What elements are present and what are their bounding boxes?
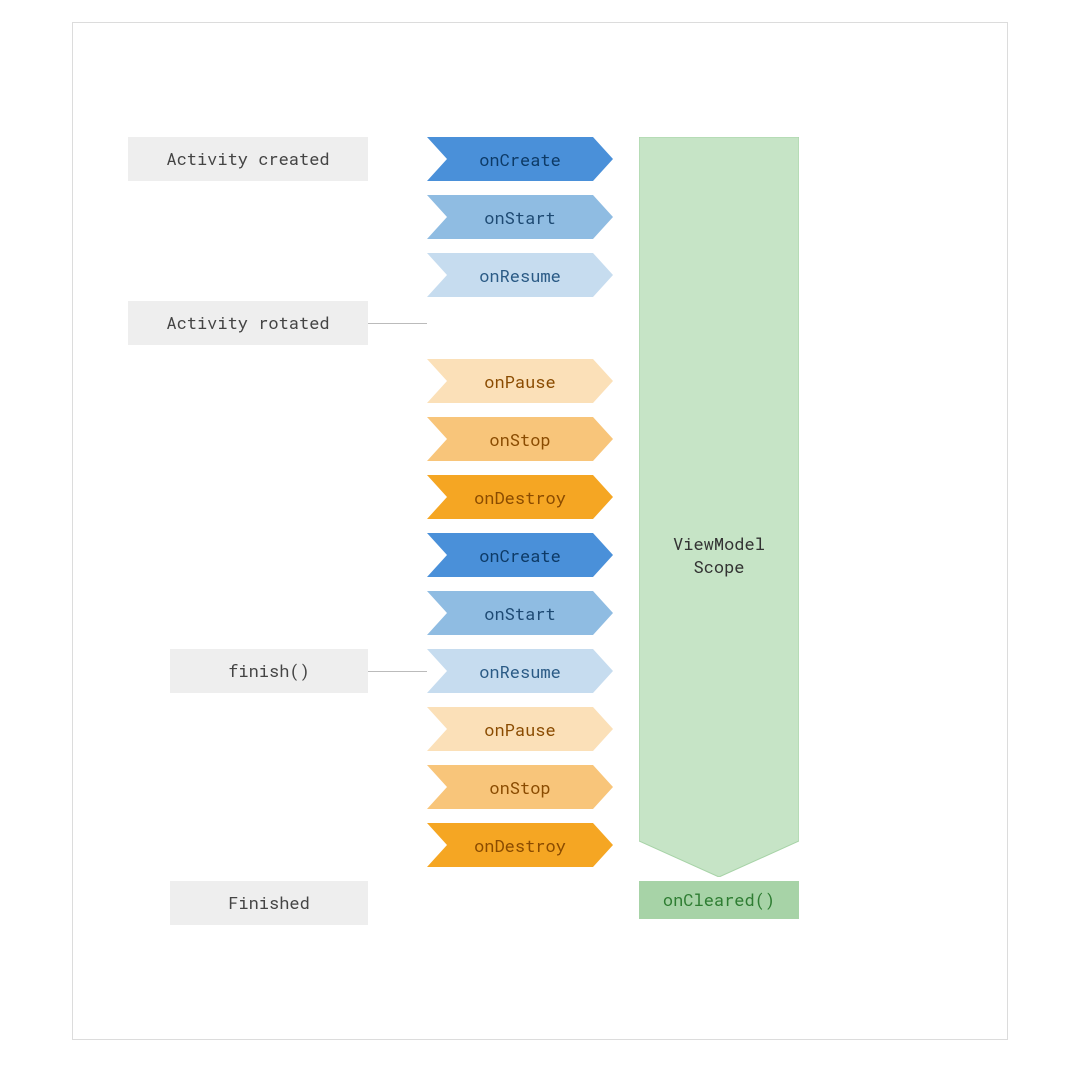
lifecycle-oncreate-1: onCreate: [427, 137, 613, 181]
lifecycle-oncreate-2: onCreate: [427, 533, 613, 577]
oncleared-box: onCleared(): [639, 881, 799, 919]
lifecycle-ondestroy-1: onDestroy: [427, 475, 613, 519]
lifecycle-onpause-2: onPause: [427, 707, 613, 751]
lifecycle-ondestroy-2: onDestroy: [427, 823, 613, 867]
lifecycle-onresume-2: onResume: [427, 649, 613, 693]
diagram-stage: Activity created Activity rotated finish()…: [73, 23, 1007, 1039]
state-rotated: Activity rotated: [128, 301, 368, 345]
lifecycle-onpause-1: onPause: [427, 359, 613, 403]
viewmodel-scope-arrow: ViewModelScope: [639, 137, 799, 877]
state-finished: Finished: [170, 881, 368, 925]
lifecycle-onstart-2: onStart: [427, 591, 613, 635]
scope-label-line1: ViewModel: [673, 532, 765, 555]
lifecycle-onstop-2: onStop: [427, 765, 613, 809]
state-finish-connector: [368, 671, 427, 672]
lifecycle-onstart-1: onStart: [427, 195, 613, 239]
diagram-frame: Activity created Activity rotated finish()…: [72, 22, 1008, 1040]
lifecycle-onstop-1: onStop: [427, 417, 613, 461]
scope-label-line2: Scope: [693, 555, 744, 578]
state-finish: finish(): [170, 649, 368, 693]
state-rotated-connector: [368, 323, 427, 324]
state-created: Activity created: [128, 137, 368, 181]
lifecycle-onresume-1: onResume: [427, 253, 613, 297]
viewmodel-scope-label: ViewModelScope: [639, 533, 799, 579]
